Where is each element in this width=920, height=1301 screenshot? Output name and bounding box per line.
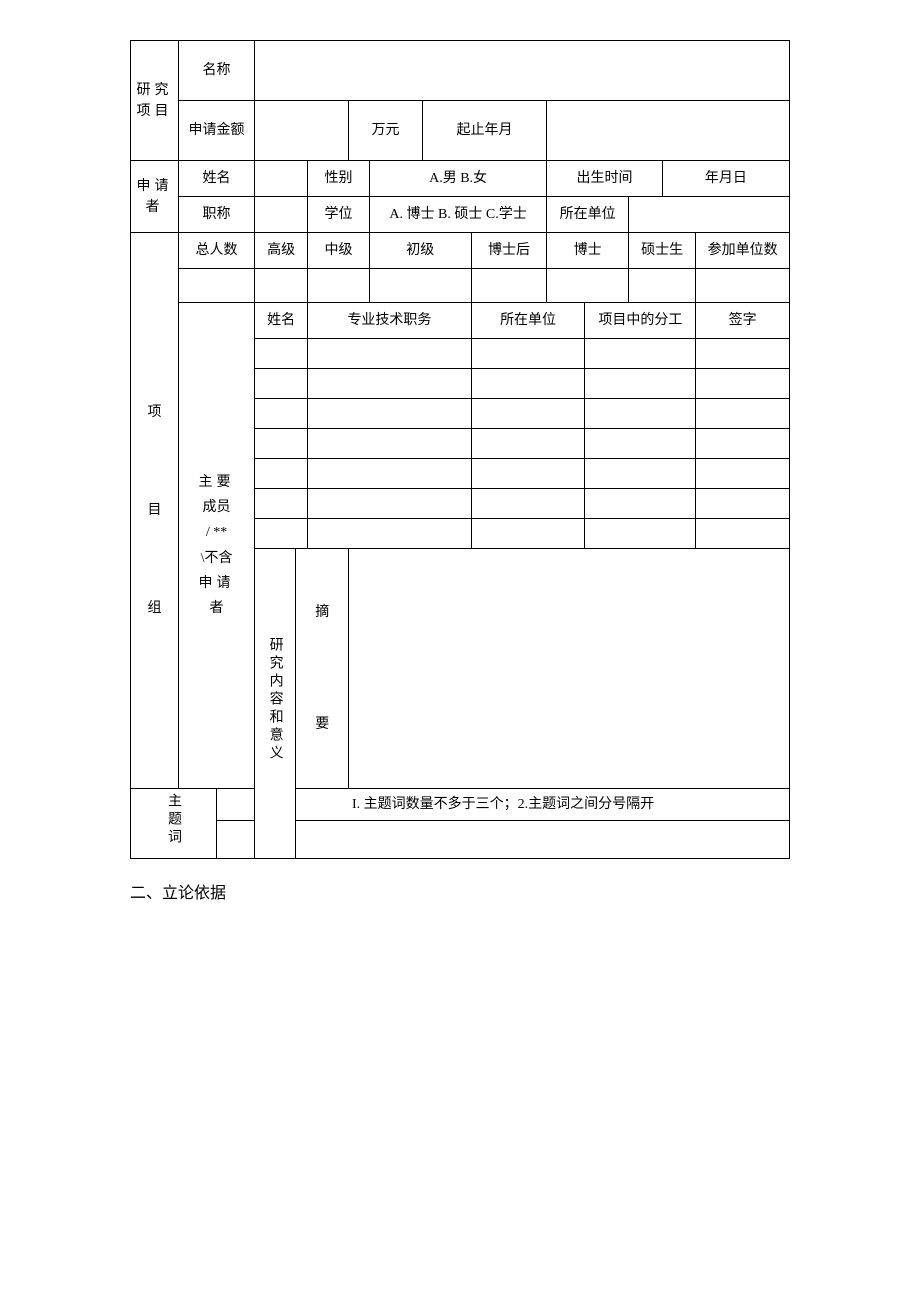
project-section-label: 研究项目: [131, 41, 179, 161]
project-name-cell[interactable]: [255, 41, 790, 101]
cnt-junior[interactable]: [369, 269, 471, 303]
abstract-label: 摘 要: [296, 549, 349, 789]
duration-label: 起止年月: [422, 101, 546, 161]
degree-label: 学位: [308, 197, 370, 233]
applicant-name-label: 姓名: [179, 161, 255, 197]
amount-value[interactable]: [255, 101, 349, 161]
application-form-table: 研究项目 名称 申请金额 万元 起止年月 申请者 姓名 性别 A.男 B.女 出…: [130, 40, 790, 859]
table-row[interactable]: [255, 519, 308, 549]
team-section-label: 项 目 组: [131, 233, 179, 789]
title-value[interactable]: [255, 197, 308, 233]
table-row[interactable]: [255, 489, 308, 519]
applicant-section-label: 申请者: [131, 161, 179, 233]
degree-options[interactable]: A. 博士 B. 硕士 C.学士: [369, 197, 546, 233]
th-junior: 初级: [369, 233, 471, 269]
table-row[interactable]: [255, 429, 308, 459]
amount-unit: 万元: [349, 101, 423, 161]
mh-role: 项目中的分工: [585, 303, 696, 339]
gender-options[interactable]: A.男 B.女: [369, 161, 546, 197]
unit-label: 所在单位: [547, 197, 629, 233]
gender-label: 性别: [308, 161, 370, 197]
th-units: 参加单位数: [696, 233, 790, 269]
th-postdoc: 博士后: [471, 233, 547, 269]
title-label: 职称: [179, 197, 255, 233]
keywords-label: 主题词: [131, 789, 217, 859]
amount-label: 申请金额: [179, 101, 255, 161]
duration-value[interactable]: [547, 101, 790, 161]
birth-value[interactable]: 年月日: [662, 161, 789, 197]
th-master: 硕士生: [629, 233, 696, 269]
birth-label: 出生时间: [547, 161, 662, 197]
keywords-hint: I. 主题词数量不多于三个；2.主题词之间分号隔开: [217, 789, 790, 821]
table-row[interactable]: [255, 399, 308, 429]
cnt-units[interactable]: [696, 269, 790, 303]
keywords-value[interactable]: [217, 820, 790, 858]
cnt-postdoc[interactable]: [471, 269, 547, 303]
mh-sign: 签字: [696, 303, 790, 339]
unit-value[interactable]: [629, 197, 790, 233]
mh-title: 专业技术职务: [308, 303, 472, 339]
abstract-value[interactable]: [349, 549, 790, 789]
applicant-name-value[interactable]: [255, 161, 308, 197]
table-row[interactable]: [255, 339, 308, 369]
cnt-senior[interactable]: [255, 269, 308, 303]
th-total: 总人数: [179, 233, 255, 269]
cnt-phd[interactable]: [547, 269, 629, 303]
cnt-master[interactable]: [629, 269, 696, 303]
cnt-total[interactable]: [179, 269, 255, 303]
members-label: 主要成员/ **\不含申请者: [179, 303, 255, 789]
mh-name: 姓名: [255, 303, 308, 339]
th-phd: 博士: [547, 233, 629, 269]
th-senior: 高级: [255, 233, 308, 269]
cnt-mid[interactable]: [308, 269, 370, 303]
mh-unit: 所在单位: [471, 303, 585, 339]
table-row[interactable]: [255, 369, 308, 399]
project-name-label: 名称: [179, 41, 255, 101]
th-mid: 中级: [308, 233, 370, 269]
section2-title: 二、立论依据: [130, 879, 790, 903]
table-row[interactable]: [255, 459, 308, 489]
